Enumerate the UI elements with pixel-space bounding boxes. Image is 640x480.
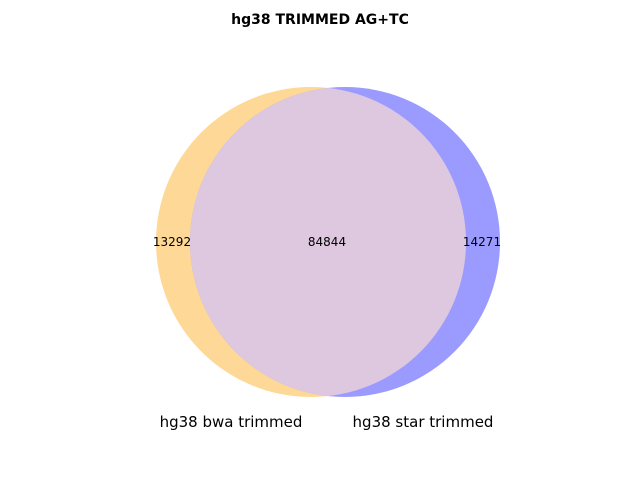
set-b-label: hg38 star trimmed [353,413,494,431]
set-b-only-count: 14271 [463,235,501,249]
intersection-count: 84844 [308,235,346,249]
intersection-region [190,87,466,397]
diagram-title: hg38 TRIMMED AG+TC [231,12,409,28]
set-a-only-count: 13292 [153,235,191,249]
set-a-label: hg38 bwa trimmed [160,413,303,431]
